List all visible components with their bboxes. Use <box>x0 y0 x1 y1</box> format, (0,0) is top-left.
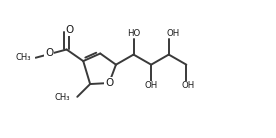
Text: HO: HO <box>127 29 140 38</box>
Text: OH: OH <box>182 81 195 90</box>
Text: O: O <box>45 48 53 58</box>
Text: CH₃: CH₃ <box>54 93 70 102</box>
Text: O: O <box>105 78 113 88</box>
Text: OH: OH <box>145 81 158 90</box>
Text: OH: OH <box>166 29 180 38</box>
Text: O: O <box>66 25 74 35</box>
Text: CH₃: CH₃ <box>16 53 31 62</box>
